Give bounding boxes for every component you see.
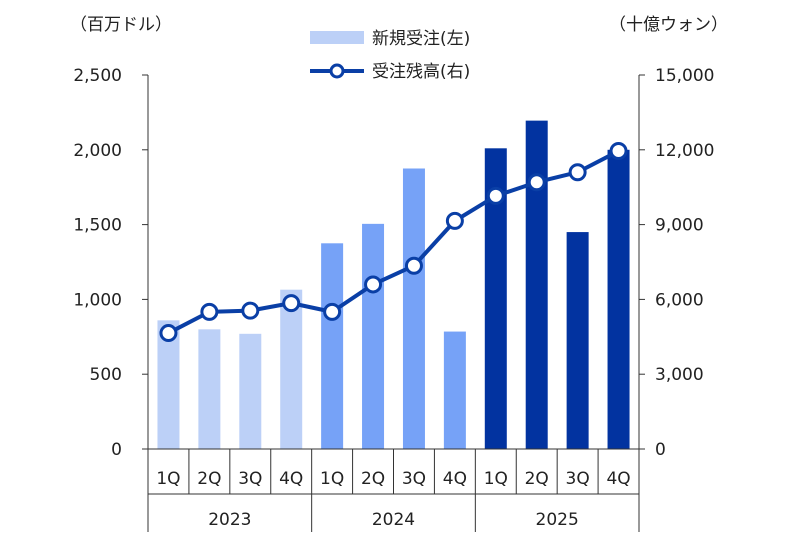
quarter-label: 4Q — [606, 469, 630, 489]
backlog-point — [241, 301, 260, 320]
left-tick-label: 500 — [90, 365, 122, 385]
quarter-label: 2Q — [525, 469, 549, 489]
backlog-point — [486, 186, 505, 205]
backlog-point — [159, 324, 178, 343]
bar — [607, 149, 630, 450]
backlog-point — [568, 163, 587, 182]
left-tick-label: 2,500 — [73, 66, 122, 86]
bar — [402, 168, 425, 449]
quarter-label: 2Q — [197, 469, 221, 489]
right-tick-label: 9,000 — [655, 216, 704, 236]
year-label: 2023 — [208, 510, 251, 530]
backlog-point — [200, 302, 219, 321]
quarter-label: 1Q — [156, 469, 180, 489]
left-axis-unit: （百万ドル） — [70, 15, 172, 35]
right-tick-label: 3,000 — [655, 365, 704, 385]
legend-label-new-orders: 新規受注(左) — [372, 29, 470, 49]
backlog-point — [364, 275, 383, 294]
legend: 新規受注(左) 受注残高(右) — [310, 29, 470, 82]
right-tick-label: 6,000 — [655, 290, 704, 310]
backlog-point — [404, 256, 423, 275]
bar-series — [157, 120, 630, 450]
bar — [198, 329, 221, 449]
bar — [280, 289, 303, 449]
line-series — [159, 142, 628, 343]
bar — [525, 120, 548, 450]
bar — [157, 320, 180, 449]
x-axis: 1Q 2Q 3Q 4Q 1Q 2Q 3Q 4Q 1Q 2Q 3Q 4Q 2023 2024 2025 — [147, 448, 640, 532]
backlog-point — [282, 294, 301, 313]
right-tick-label: 0 — [655, 440, 666, 460]
left-tick-label: 1,000 — [73, 290, 122, 310]
backlog-line — [167, 149, 620, 335]
quarter-label: 3Q — [566, 469, 590, 489]
right-axis-ticks: 0 3,000 6,000 9,000 12,000 15,000 — [638, 66, 714, 460]
legend-label-backlog: 受注残高(右) — [372, 62, 470, 82]
quarter-label: 4Q — [443, 469, 467, 489]
quarter-label: 1Q — [320, 469, 344, 489]
bar — [484, 148, 507, 449]
quarter-label: 2Q — [361, 469, 385, 489]
bar — [362, 223, 385, 449]
bar — [239, 333, 262, 449]
bar — [443, 331, 466, 449]
legend-swatch-new-orders — [310, 31, 364, 44]
quarter-label: 4Q — [279, 469, 303, 489]
quarter-label: 3Q — [402, 469, 426, 489]
right-tick-label: 15,000 — [655, 66, 714, 86]
backlog-point — [527, 173, 546, 192]
right-axis-unit: （十億ウォン） — [609, 15, 728, 35]
year-label: 2024 — [372, 510, 415, 530]
backlog-point — [445, 211, 464, 230]
left-tick-label: 0 — [111, 440, 122, 460]
quarter-label: 3Q — [238, 469, 262, 489]
bar — [566, 232, 589, 449]
left-tick-label: 1,500 — [73, 216, 122, 236]
backlog-point — [609, 142, 628, 161]
right-tick-label: 12,000 — [655, 141, 714, 161]
backlog-point — [323, 302, 342, 321]
year-label: 2025 — [536, 510, 579, 530]
left-axis-ticks: 0 500 1,000 1,500 2,000 2,500 — [73, 66, 149, 460]
quarter-label: 1Q — [484, 469, 508, 489]
legend-marker-backlog — [329, 63, 345, 79]
bar — [321, 243, 344, 449]
left-tick-label: 2,000 — [73, 141, 122, 161]
